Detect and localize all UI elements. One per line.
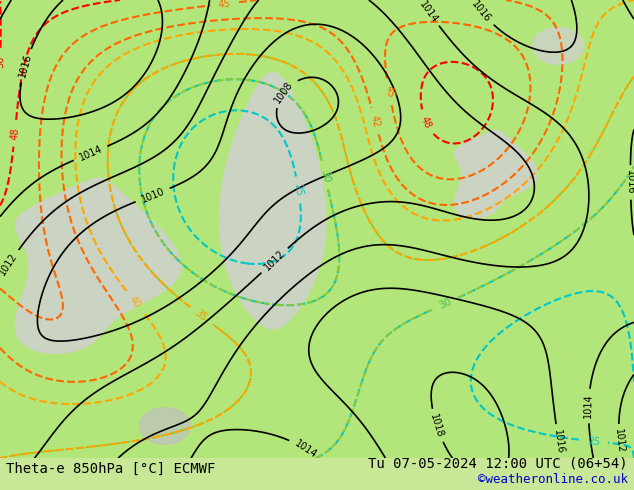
Text: Tu 07-05-2024 12:00 UTC (06+54): Tu 07-05-2024 12:00 UTC (06+54) [368,456,628,470]
Text: 1012: 1012 [0,251,20,277]
Polygon shape [219,73,326,329]
Text: 30: 30 [437,296,453,311]
Text: 25: 25 [293,183,304,197]
Text: 1018: 1018 [429,413,445,439]
Text: 1014: 1014 [417,0,439,24]
Polygon shape [15,178,181,353]
Text: 1014: 1014 [583,393,594,418]
Text: 1012: 1012 [262,248,287,272]
Text: 1012: 1012 [614,429,626,454]
Text: 45: 45 [218,0,231,9]
Text: 35: 35 [193,308,209,323]
Text: 1010: 1010 [139,186,166,204]
Text: 48: 48 [10,127,20,140]
Text: 42: 42 [369,114,382,128]
Polygon shape [455,130,538,218]
Text: 40: 40 [127,294,143,310]
Polygon shape [139,408,190,444]
Text: 35: 35 [193,308,209,323]
Text: 1016: 1016 [625,170,634,195]
Text: 30: 30 [319,169,332,183]
Text: ©weatheronline.co.uk: ©weatheronline.co.uk [477,473,628,486]
Text: 1008: 1008 [273,79,295,105]
Text: 1016: 1016 [552,428,565,454]
Text: 48: 48 [419,115,433,130]
Text: 30: 30 [437,296,453,311]
Text: 1014: 1014 [292,438,318,460]
Text: 1016: 1016 [17,52,34,78]
Text: 1016: 1016 [470,0,493,24]
Polygon shape [533,27,583,64]
Text: 1014: 1014 [77,144,104,163]
Text: 45: 45 [383,85,395,99]
Text: 50: 50 [0,55,6,68]
Text: Theta-e 850hPa [°C] ECMWF: Theta-e 850hPa [°C] ECMWF [6,462,216,476]
Text: 25: 25 [586,436,600,447]
Text: 30: 30 [319,169,332,183]
